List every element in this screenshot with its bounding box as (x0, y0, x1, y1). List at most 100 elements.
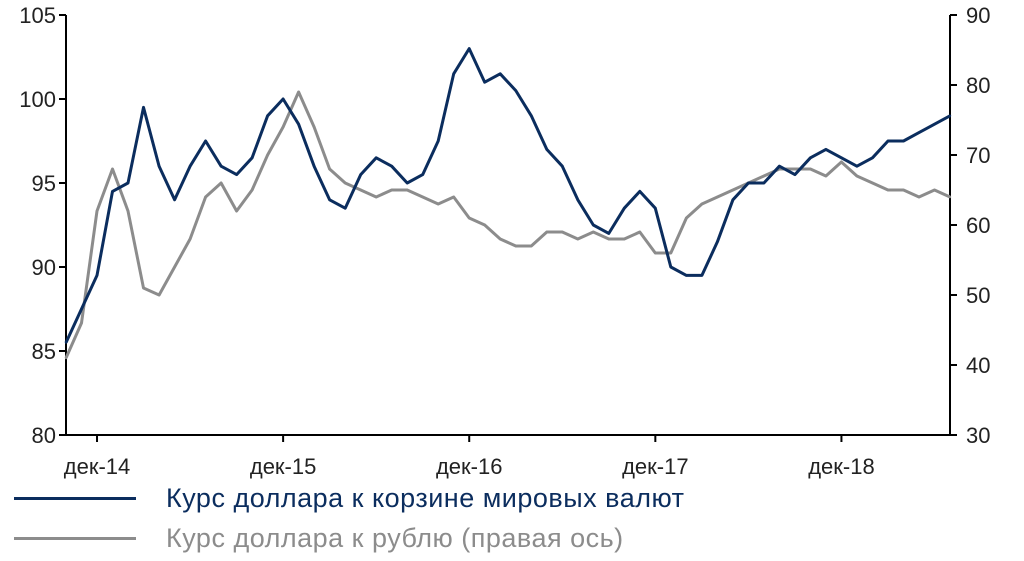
data-point-basket (250, 156, 254, 159)
left-tick-label: 90 (32, 255, 56, 280)
right-tick-label: 90 (966, 3, 990, 28)
data-point-rub (592, 230, 595, 234)
data-point-rub (188, 237, 192, 241)
data-point-basket (669, 265, 673, 269)
data-point-rub (374, 195, 378, 199)
data-point-rub (669, 251, 673, 255)
data-point-rub (390, 188, 393, 192)
data-point-rub (359, 188, 362, 192)
data-point-rub (142, 286, 145, 290)
data-point-basket (95, 274, 99, 277)
legend-swatch-basket (14, 496, 136, 500)
data-point-rub (886, 188, 890, 192)
data-point-rub (281, 125, 285, 129)
left-tick-label: 105 (19, 3, 56, 28)
data-point-rub (685, 216, 688, 220)
data-point-basket (111, 190, 114, 193)
left-tick-label: 100 (19, 87, 56, 112)
data-point-basket (917, 131, 921, 134)
data-point-rub (716, 195, 719, 199)
x-tick-label: дек-16 (436, 454, 503, 479)
data-point-rub (111, 167, 114, 171)
data-point-basket (157, 165, 161, 168)
data-point-basket (343, 207, 347, 210)
data-point-basket (266, 114, 269, 118)
right-tick-label: 70 (966, 143, 990, 168)
data-point-rub (948, 195, 952, 199)
data-point-rub (545, 230, 548, 234)
data-point-basket (607, 232, 611, 235)
data-point-rub (312, 125, 316, 129)
series-line-rub (64, 90, 951, 359)
data-point-basket (654, 207, 657, 210)
data-point-basket (576, 198, 579, 201)
x-tick-label: дек-17 (622, 454, 689, 479)
right-tick-label: 30 (966, 423, 990, 448)
data-point-rub (700, 202, 704, 206)
series-layer (64, 47, 952, 360)
left-tick-label: 80 (32, 423, 56, 448)
data-point-rub (297, 90, 300, 94)
data-point-basket (312, 165, 316, 168)
data-point-basket (762, 181, 766, 185)
data-point-basket (840, 156, 843, 159)
data-point-basket (933, 123, 936, 126)
legend-item-rub: Курс доллара к рублю (правая ось) (14, 518, 685, 558)
data-point-basket (948, 114, 952, 118)
data-point-basket (747, 181, 750, 185)
data-point-rub (328, 167, 331, 171)
data-point-rub (762, 174, 766, 178)
data-point-rub (483, 223, 486, 227)
data-point-rub (64, 356, 68, 360)
data-point-basket (204, 139, 207, 143)
data-point-basket (126, 181, 130, 185)
data-point-basket (235, 173, 238, 176)
right-y-axis: 30 40 50 60 70 80 90 (950, 3, 990, 448)
data-point-basket (545, 148, 548, 151)
data-point-basket (824, 148, 828, 151)
x-axis: дек-14 дек-15 дек-16 дек-17 дек-18 (64, 435, 875, 479)
right-tick-label: 50 (966, 283, 990, 308)
data-point-rub (917, 195, 921, 199)
legend-label-basket: Курс доллара к корзине мировых валют (166, 482, 685, 513)
plot-area (65, 15, 951, 436)
data-point-basket (638, 190, 642, 193)
data-point-rub (452, 195, 455, 199)
data-point-basket (716, 240, 719, 243)
data-point-rub (126, 209, 130, 213)
data-point-rub (219, 181, 223, 185)
legend-item-basket: Курс доллара к корзине мировых валют (14, 478, 685, 518)
data-point-basket (514, 89, 517, 92)
data-point-rub (157, 293, 161, 297)
data-point-basket (902, 139, 905, 143)
left-y-axis: 80 85 90 95 100 105 (19, 3, 66, 448)
data-point-basket (623, 207, 626, 210)
data-point-basket (793, 173, 797, 176)
data-point-basket (855, 165, 859, 168)
data-point-rub (235, 209, 238, 213)
legend-swatch-rub (14, 536, 136, 540)
data-point-basket (359, 173, 362, 176)
series-line-basket (64, 47, 951, 344)
data-point-basket (188, 165, 192, 168)
data-point-basket (80, 307, 83, 311)
data-point-rub (80, 321, 83, 325)
data-point-basket (700, 274, 704, 277)
data-point-rub (809, 167, 812, 171)
data-point-basket (374, 156, 378, 159)
data-point-rub (933, 188, 936, 192)
data-point-basket (561, 165, 564, 168)
right-tick-label: 40 (966, 353, 990, 378)
data-point-basket (390, 165, 393, 168)
data-point-basket (64, 341, 68, 344)
data-point-basket (483, 81, 486, 84)
data-point-rub (530, 244, 533, 248)
data-point-rub (561, 230, 564, 234)
data-point-rub (204, 195, 207, 199)
data-point-rub (173, 265, 176, 269)
data-point-rub (576, 237, 579, 241)
data-point-basket (871, 156, 874, 159)
data-point-rub (468, 216, 471, 220)
left-tick-label: 95 (32, 171, 56, 196)
data-point-basket (297, 123, 300, 126)
